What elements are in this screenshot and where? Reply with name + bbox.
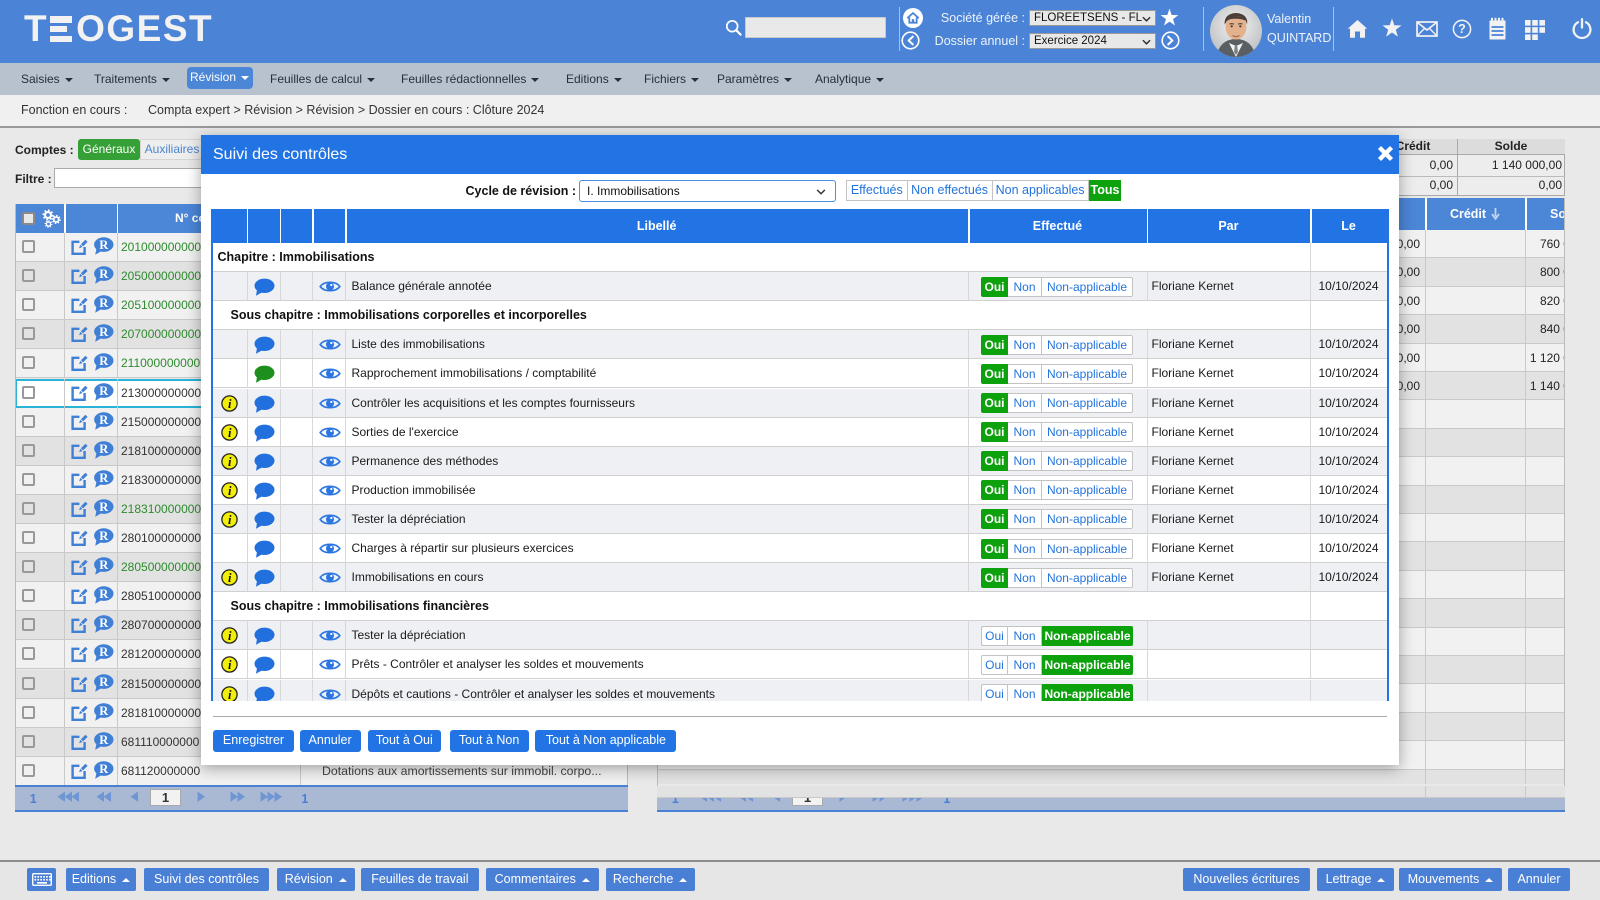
svg-text:i: i [228,513,232,527]
svg-text:i: i [228,658,232,672]
svg-text:R: R [99,529,109,543]
svg-text:R: R [99,296,109,310]
svg-text:R: R [99,267,109,281]
svg-text:i: i [228,571,232,585]
svg-text:R: R [99,762,109,776]
svg-text:R: R [99,354,109,368]
svg-text:i: i [228,688,232,701]
svg-text:?: ? [1458,22,1466,36]
svg-text:R: R [99,325,109,339]
svg-text:R: R [99,471,109,485]
svg-text:R: R [99,412,109,426]
svg-text:i: i [228,629,232,643]
svg-text:R: R [99,645,109,659]
svg-text:i: i [228,455,232,469]
svg-text:R: R [99,674,109,688]
svg-text:i: i [228,426,232,440]
svg-text:R: R [99,383,109,397]
svg-text:i: i [228,484,232,498]
svg-text:R: R [99,733,109,747]
svg-text:R: R [99,238,109,252]
svg-text:R: R [99,616,109,630]
svg-text:R: R [99,703,109,717]
svg-text:R: R [99,587,109,601]
svg-text:R: R [99,558,109,572]
svg-text:R: R [99,442,109,456]
svg-text:R: R [99,500,109,514]
svg-text:i: i [228,397,232,411]
